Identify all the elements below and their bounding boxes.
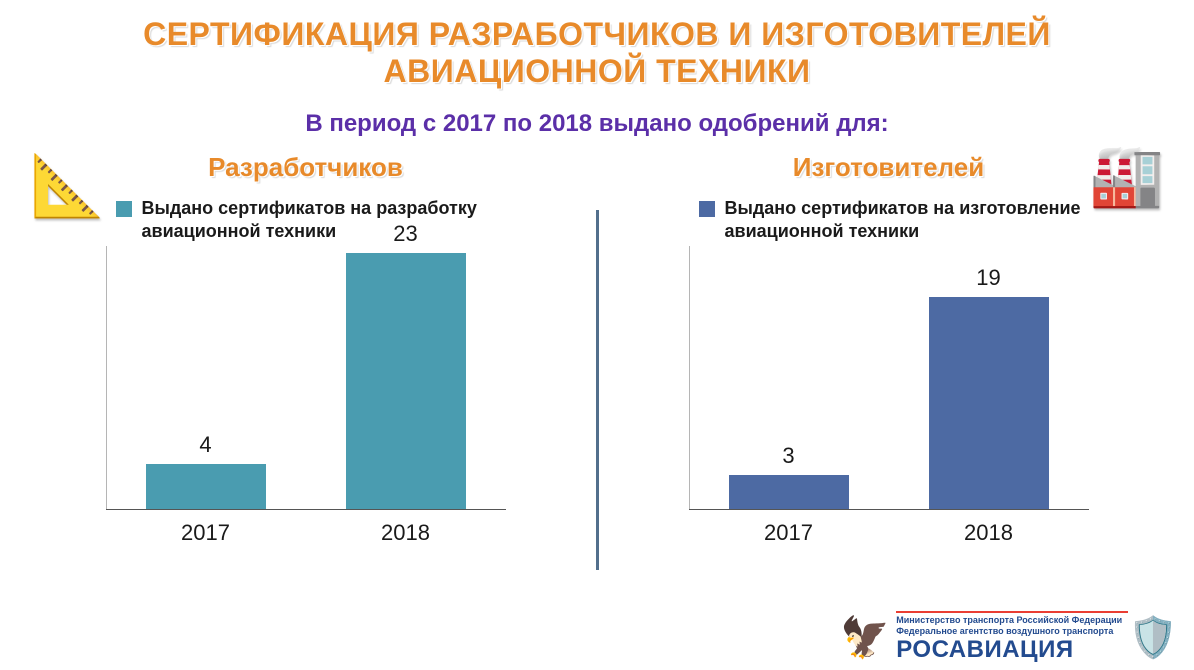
panel-divider	[596, 210, 599, 570]
bar-wrap: 23	[336, 221, 476, 509]
bar-value-label: 19	[976, 265, 1000, 291]
bar	[146, 464, 266, 509]
developers-swatch	[116, 201, 132, 217]
developers-chart: 423 2017 2018	[86, 250, 526, 550]
footer-line1: Министерство транспорта Российской Федер…	[896, 615, 1122, 625]
footer-text: Министерство транспорта Российской Федер…	[896, 611, 1128, 664]
bar-value-label: 4	[199, 432, 211, 458]
manufacturers-bars: 3 19	[689, 250, 1089, 509]
bar	[346, 253, 466, 509]
manufacturers-legend: Выдано сертификатов на изготовление авиа…	[619, 197, 1159, 244]
bar-wrap: 19	[919, 265, 1059, 508]
category-label: 2017	[136, 520, 276, 546]
footer: 🦅 Министерство транспорта Российской Фед…	[840, 611, 1184, 664]
x-axis	[106, 509, 506, 510]
category-label: 2017	[719, 520, 859, 546]
bar-wrap: 3	[719, 443, 859, 508]
footer-brand: РОСАВИАЦИЯ	[896, 636, 1122, 664]
page-subtitle: В период с 2017 по 2018 выдано одобрений…	[0, 94, 1194, 146]
manufacturers-heading: Изготовителей	[619, 152, 1159, 183]
page-title: СЕРТИФИКАЦИЯ РАЗРАБОТЧИКОВ И ИЗГОТОВИТЕЛ…	[0, 0, 1194, 94]
developers-xlabels: 2017 2018	[106, 520, 506, 546]
developers-heading: Разработчиков	[36, 152, 576, 183]
bar-value-label: 3	[782, 443, 794, 469]
x-axis	[689, 509, 1089, 510]
manufacturers-legend-text: Выдано сертификатов на изготовление авиа…	[725, 197, 1119, 244]
manufacturers-chart: 3 19 2017 2018	[669, 250, 1109, 550]
bar-value-label: 23	[393, 221, 417, 247]
bar	[929, 297, 1049, 508]
manufacturers-swatch	[699, 201, 715, 217]
category-label: 2018	[336, 520, 476, 546]
developers-panel: Разработчиков Выдано сертификатов на раз…	[36, 152, 576, 550]
bar-wrap: 4	[136, 432, 276, 509]
emblem-icon: 🦅	[840, 614, 890, 661]
category-label: 2018	[919, 520, 1059, 546]
manufacturers-xlabels: 2017 2018	[689, 520, 1089, 546]
manufacturers-panel: Изготовителей Выдано сертификатов на изг…	[619, 152, 1159, 550]
developers-legend: Выдано сертификатов на разработку авиаци…	[36, 197, 576, 244]
developers-bars: 423	[106, 250, 506, 509]
coat-of-arms-icon: 🛡️	[1128, 614, 1178, 661]
bar	[729, 475, 849, 508]
footer-line2: Федеральное агентство воздушного транспо…	[896, 626, 1122, 636]
charts-container: Разработчиков Выдано сертификатов на раз…	[0, 152, 1194, 570]
